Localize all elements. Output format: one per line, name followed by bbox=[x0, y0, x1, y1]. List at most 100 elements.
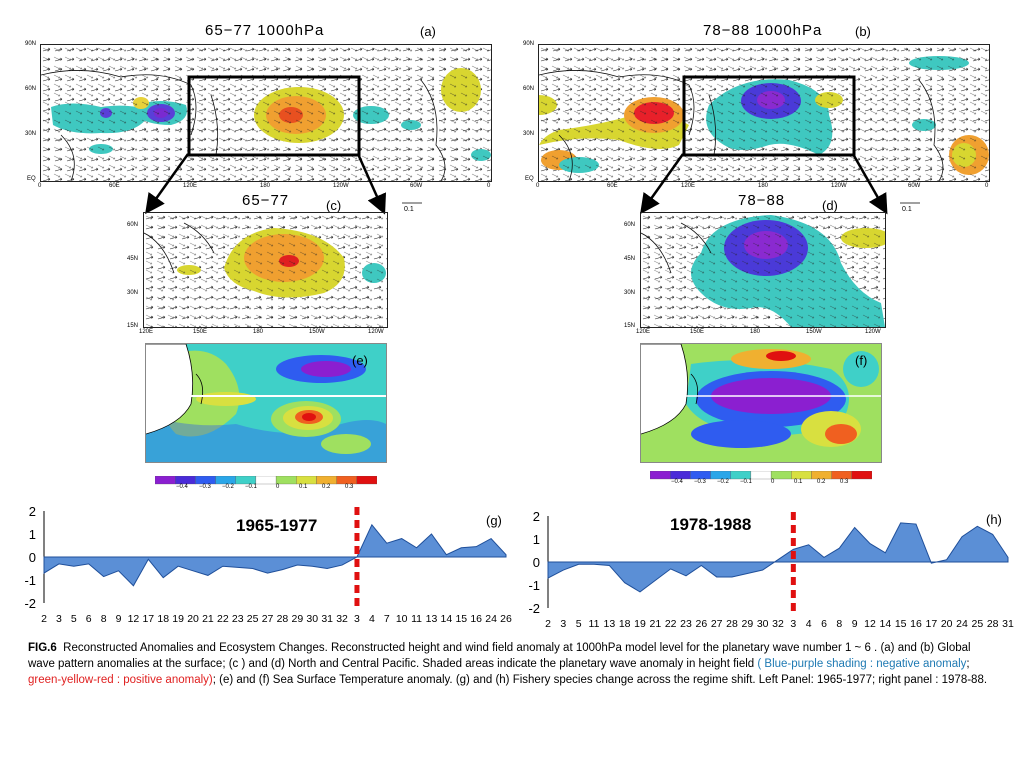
regional-map-c-graphic bbox=[144, 213, 387, 327]
x-tick-label: 24 bbox=[485, 613, 497, 625]
x-tick-label: 8 bbox=[836, 618, 842, 630]
regional-map-c bbox=[143, 212, 388, 328]
x-tick-label: 5 bbox=[71, 613, 77, 625]
x-tick-label: 20 bbox=[187, 613, 199, 625]
colorbar-swatch bbox=[357, 476, 377, 484]
x-tick-label: 17 bbox=[925, 618, 937, 630]
x-tick-label: 28 bbox=[987, 618, 999, 630]
caption-separator: ; bbox=[966, 658, 969, 670]
x-tick-label: 16 bbox=[910, 618, 922, 630]
cb-e-p0: 0 bbox=[276, 484, 279, 490]
colorbar-swatch bbox=[811, 471, 831, 479]
cb-e-n03: −0.3 bbox=[199, 484, 211, 490]
x-tick-label: 29 bbox=[741, 618, 753, 630]
colorbar-f bbox=[650, 471, 872, 481]
d-ytick-45n: 45N bbox=[624, 256, 635, 262]
x-tick-label: 3 bbox=[790, 618, 796, 630]
x-tick-label: 30 bbox=[306, 613, 318, 625]
caption-label: FIG.6 bbox=[28, 642, 57, 654]
x-tick-label: 22 bbox=[665, 618, 677, 630]
panel-e-letter: (e) bbox=[352, 353, 368, 368]
panel-c-title: 65−77 bbox=[242, 192, 289, 209]
d-ytick-60n: 60N bbox=[624, 222, 635, 228]
c-ytick-15n: 15N bbox=[127, 323, 138, 329]
d-xtick-150w: 150W bbox=[806, 329, 822, 335]
colorbar-e bbox=[155, 476, 377, 486]
x-tick-label: 28 bbox=[726, 618, 738, 630]
x-tick-label: 3 bbox=[560, 618, 566, 630]
d-xtick-120e: 120E bbox=[636, 329, 650, 335]
y-tick-label: 0 bbox=[29, 550, 36, 565]
regional-map-d-graphic bbox=[641, 213, 885, 327]
c-xtick-150w: 150W bbox=[309, 329, 325, 335]
x-tick-label: 12 bbox=[128, 613, 140, 625]
x-tick-label: 15 bbox=[455, 613, 467, 625]
caption-text-2: ; (e) and (f) Sea Surface Temperature an… bbox=[213, 674, 987, 686]
colorbar-swatch bbox=[670, 471, 690, 479]
sst-map-f-graphic bbox=[641, 344, 881, 462]
x-tick-label: 6 bbox=[86, 613, 92, 625]
chart-g-period: 1965-1977 bbox=[236, 516, 317, 536]
arrow-a-left bbox=[148, 154, 188, 210]
cb-f-p03: 0.3 bbox=[840, 479, 848, 485]
caption-red-text: green-yellow-red : positive anomaly) bbox=[28, 674, 213, 686]
sst-map-e-graphic bbox=[146, 344, 386, 462]
x-tick-label: 8 bbox=[101, 613, 107, 625]
colorbar-swatch bbox=[256, 476, 276, 484]
x-tick-label: 12 bbox=[864, 618, 876, 630]
x-tick-label: 28 bbox=[277, 613, 289, 625]
x-tick-label: 3 bbox=[56, 613, 62, 625]
y-tick-label: 2 bbox=[533, 509, 540, 524]
x-tick-label: 18 bbox=[157, 613, 169, 625]
x-tick-label: 11 bbox=[589, 618, 600, 630]
x-tick-label: 3 bbox=[354, 613, 360, 625]
colorbar-swatch bbox=[155, 476, 175, 484]
colorbar-swatch bbox=[751, 471, 771, 479]
colorbar-swatch bbox=[236, 476, 256, 484]
cb-e-n02: −0.2 bbox=[222, 484, 234, 490]
x-tick-label: 17 bbox=[142, 613, 154, 625]
cb-e-n01: −0.1 bbox=[245, 484, 257, 490]
panel-d-letter: (d) bbox=[822, 198, 838, 213]
y-tick-label: -2 bbox=[24, 596, 36, 611]
zoom-arrows bbox=[0, 0, 1024, 230]
colorbar-swatch bbox=[296, 476, 316, 484]
cb-e-n04: −0.4 bbox=[176, 484, 188, 490]
x-tick-label: 4 bbox=[369, 613, 375, 625]
x-tick-label: 7 bbox=[384, 613, 390, 625]
colorbar-swatch bbox=[731, 471, 751, 479]
cb-f-n04: −0.4 bbox=[671, 479, 683, 485]
regional-map-d bbox=[640, 212, 886, 328]
d-xtick-150e: 150E bbox=[690, 329, 704, 335]
colorbar-swatch bbox=[711, 471, 731, 479]
x-tick-label: 25 bbox=[247, 613, 259, 625]
x-tick-label: 11 bbox=[411, 613, 422, 625]
y-tick-label: 2 bbox=[29, 504, 36, 519]
x-tick-label: 31 bbox=[321, 613, 333, 625]
caption-blue-text: ( Blue-purple shading : negative anomaly bbox=[757, 658, 966, 670]
colorbar-swatch bbox=[175, 476, 195, 484]
panel-h-letter: (h) bbox=[986, 512, 1002, 527]
c-ytick-30n: 30N bbox=[127, 290, 138, 296]
c-xtick-120w: 120W bbox=[368, 329, 384, 335]
x-tick-label: 2 bbox=[41, 613, 47, 625]
c-xtick-150e: 150E bbox=[193, 329, 207, 335]
x-tick-label: 10 bbox=[396, 613, 408, 625]
x-tick-label: 24 bbox=[956, 618, 968, 630]
x-tick-label: 14 bbox=[879, 618, 891, 630]
cb-f-p02: 0.2 bbox=[817, 479, 825, 485]
y-tick-label: 0 bbox=[533, 555, 540, 570]
figure-caption: FIG.6 Reconstructed Anomalies and Ecosys… bbox=[28, 640, 998, 688]
x-tick-label: 13 bbox=[603, 618, 615, 630]
panel-d-title: 78−88 bbox=[738, 192, 785, 209]
fishery-chart-h: -2-10122 3 5 11 13 18 19 21 22 23 26 27 28 29 30 32 3 4 6 8… bbox=[518, 505, 1024, 635]
x-tick-label: 32 bbox=[336, 613, 348, 625]
x-tick-label: 18 bbox=[619, 618, 631, 630]
y-tick-label: -2 bbox=[528, 601, 540, 616]
x-tick-label: 26 bbox=[695, 618, 707, 630]
x-tick-label: 22 bbox=[217, 613, 229, 625]
colorbar-swatch bbox=[316, 476, 336, 484]
cb-f-n02: −0.2 bbox=[717, 479, 729, 485]
y-tick-label: -1 bbox=[528, 578, 540, 593]
x-tick-label: 14 bbox=[441, 613, 453, 625]
